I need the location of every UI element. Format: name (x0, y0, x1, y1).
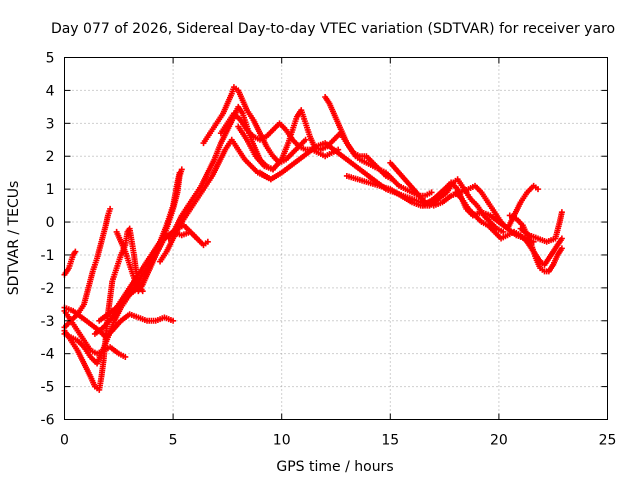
data-point (72, 248, 79, 255)
series-track-21 (506, 212, 565, 275)
series-track-13 (217, 110, 342, 160)
x-tick-label: 25 (599, 433, 617, 449)
series-track-1 (61, 248, 79, 278)
y-tick-label: 2 (46, 149, 55, 165)
chart-title: Day 077 of 2026, Sidereal Day-to-day VTE… (51, 21, 615, 37)
y-tick-label: -1 (41, 248, 55, 264)
x-tick-label: 15 (381, 433, 399, 449)
y-axis-label: SDTVAR / TECUs (6, 181, 22, 296)
series-track-20 (452, 189, 565, 268)
data-point (302, 136, 309, 143)
data-point (428, 189, 435, 196)
series-track-15 (256, 140, 433, 209)
y-tick-label: -5 (41, 380, 55, 396)
series-track-12 (200, 84, 309, 166)
data-point (558, 245, 565, 252)
data-point (122, 353, 129, 360)
data-point (178, 166, 185, 173)
series-track-9 (113, 166, 185, 295)
y-tick-label: 4 (46, 83, 55, 99)
x-tick-label: 10 (273, 433, 291, 449)
series-track-11 (165, 103, 277, 242)
series-track-22 (517, 209, 565, 245)
data-point (534, 186, 541, 193)
x-tick-label: 5 (169, 433, 178, 449)
x-tick-label: 0 (60, 433, 69, 449)
data-point (204, 238, 211, 245)
y-tick-label: 5 (46, 51, 55, 67)
y-tick-label: -4 (41, 347, 55, 363)
y-tick-label: 3 (46, 116, 55, 132)
data-point (558, 209, 565, 216)
y-tick-label: -2 (41, 281, 55, 297)
x-tick-label: 20 (490, 433, 508, 449)
series-track-4 (61, 205, 114, 331)
data-point (170, 317, 177, 324)
plot-frame (64, 57, 608, 420)
y-tick-label: 0 (46, 215, 55, 231)
data-point (107, 205, 114, 212)
x-axis-label: GPS time / hours (276, 459, 393, 475)
y-tick-label: -3 (41, 314, 55, 330)
y-tick-label: -6 (41, 413, 55, 429)
data-point (558, 235, 565, 242)
data-markers (61, 84, 565, 393)
data-point (500, 228, 507, 235)
y-tick-label: 1 (46, 182, 55, 198)
data-point (193, 235, 200, 242)
axis-ticks: 0 5 10 15 20 25 -6 -5 -4 -3 -2 -1 0 1 2 3 4 5 (41, 51, 617, 449)
